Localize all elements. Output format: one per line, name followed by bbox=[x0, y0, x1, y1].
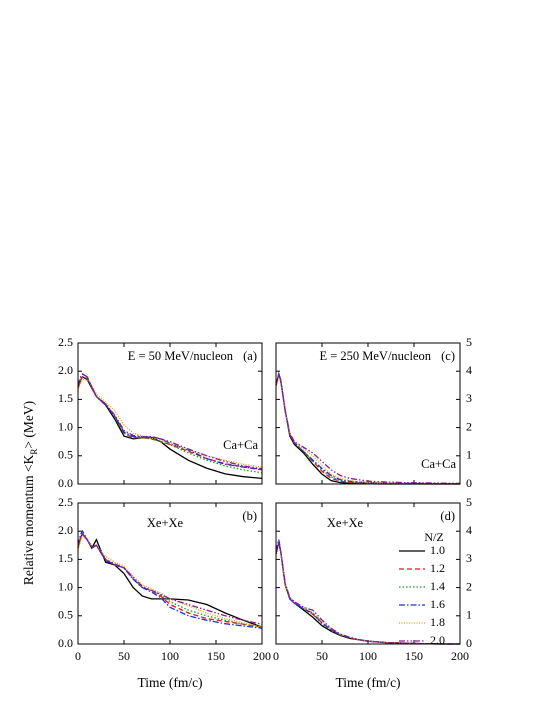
y-tick-label: 2.0 bbox=[58, 523, 73, 537]
y-tick-label: 2.0 bbox=[58, 363, 73, 377]
y-tick-label: 0.0 bbox=[58, 636, 73, 650]
x-tick-label: 100 bbox=[161, 649, 179, 663]
x-axis-label: Time (fm/c) bbox=[335, 675, 400, 690]
data-line bbox=[77, 532, 263, 628]
plot-frame bbox=[275, 502, 461, 645]
legend-label: 1.8 bbox=[430, 615, 445, 629]
x-tick-label: 200 bbox=[253, 649, 271, 663]
panel-label: (b) bbox=[242, 509, 257, 523]
legend-label: 2.0 bbox=[430, 633, 445, 647]
data-line bbox=[275, 542, 460, 645]
y-label-sub: R bbox=[29, 449, 39, 455]
y-tick-label: 1.0 bbox=[58, 419, 73, 433]
plot-frame bbox=[77, 342, 263, 485]
y-label-main: Relative momentum <K bbox=[21, 454, 36, 585]
y-tick-label: 1 bbox=[466, 448, 472, 462]
y-tick-label: 4 bbox=[466, 363, 472, 377]
data-line bbox=[275, 371, 461, 485]
x-tick-label: 0 bbox=[75, 649, 81, 663]
legend-label: 1.2 bbox=[430, 561, 445, 575]
system-label: Xe+Xe bbox=[327, 516, 364, 530]
y-tick-label: 1.5 bbox=[58, 551, 73, 565]
y-tick-label: 1.5 bbox=[58, 391, 73, 405]
data-line bbox=[275, 542, 460, 645]
data-line bbox=[77, 532, 263, 628]
energy-label: E = 50 MeV/nucleon bbox=[128, 349, 234, 363]
y-tick-label: 2 bbox=[466, 579, 472, 593]
y-tick-label: 3 bbox=[466, 391, 472, 405]
x-tick-label: 200 bbox=[451, 649, 469, 663]
y-tick-label: 0.5 bbox=[58, 608, 73, 622]
system-label: Ca+Ca bbox=[421, 457, 456, 471]
energy-label: E = 250 MeV/nucleon bbox=[319, 349, 431, 363]
data-line bbox=[77, 373, 263, 470]
data-line bbox=[77, 532, 263, 625]
legend-label: 1.6 bbox=[430, 597, 445, 611]
y-tick-label: 0 bbox=[466, 476, 472, 490]
y-tick-label: 2.5 bbox=[58, 495, 73, 509]
data-line bbox=[77, 529, 263, 629]
y-tick-label: 2.5 bbox=[58, 335, 73, 349]
data-line bbox=[77, 376, 263, 471]
y-tick-label: 3 bbox=[466, 551, 472, 565]
y-tick-label: 1 bbox=[466, 608, 472, 622]
data-line bbox=[275, 542, 460, 645]
data-line bbox=[77, 535, 263, 628]
y-tick-label: 5 bbox=[466, 495, 472, 509]
x-tick-label: 150 bbox=[207, 649, 225, 663]
y-tick-label: 0.0 bbox=[58, 476, 73, 490]
y-tick-label: 1.0 bbox=[58, 579, 73, 593]
y-label-end: > (MeV) bbox=[21, 401, 36, 449]
panel-label: (c) bbox=[441, 349, 455, 363]
y-tick-label: 0.5 bbox=[58, 448, 73, 462]
panel-label: (d) bbox=[440, 509, 455, 523]
system-label: Ca+Ca bbox=[223, 438, 258, 452]
data-line bbox=[77, 379, 263, 468]
data-line bbox=[77, 376, 263, 474]
y-tick-label: 2 bbox=[466, 419, 472, 433]
x-tick-label: 50 bbox=[316, 649, 328, 663]
legend-label: 1.4 bbox=[430, 579, 445, 593]
legend-label: 1.0 bbox=[430, 543, 445, 557]
plot-frame bbox=[77, 502, 263, 645]
data-line bbox=[275, 542, 460, 645]
data-line bbox=[275, 374, 460, 485]
x-axis-label: Time (fm/c) bbox=[137, 675, 202, 690]
x-tick-label: 150 bbox=[405, 649, 423, 663]
x-tick-label: 50 bbox=[118, 649, 130, 663]
y-tick-label: 5 bbox=[466, 335, 472, 349]
legend-title: N/Z bbox=[424, 530, 443, 544]
system-label: Xe+Xe bbox=[147, 516, 184, 530]
data-line bbox=[77, 532, 263, 628]
y-axis-label: Relative momentum <KR> (MeV) bbox=[21, 401, 39, 585]
plot-frame bbox=[275, 342, 461, 485]
x-tick-label: 0 bbox=[273, 649, 279, 663]
y-tick-label: 4 bbox=[466, 523, 472, 537]
y-tick-label: 0 bbox=[466, 636, 472, 650]
panel-label: (a) bbox=[243, 349, 257, 363]
data-line bbox=[77, 373, 263, 470]
x-tick-label: 100 bbox=[359, 649, 377, 663]
